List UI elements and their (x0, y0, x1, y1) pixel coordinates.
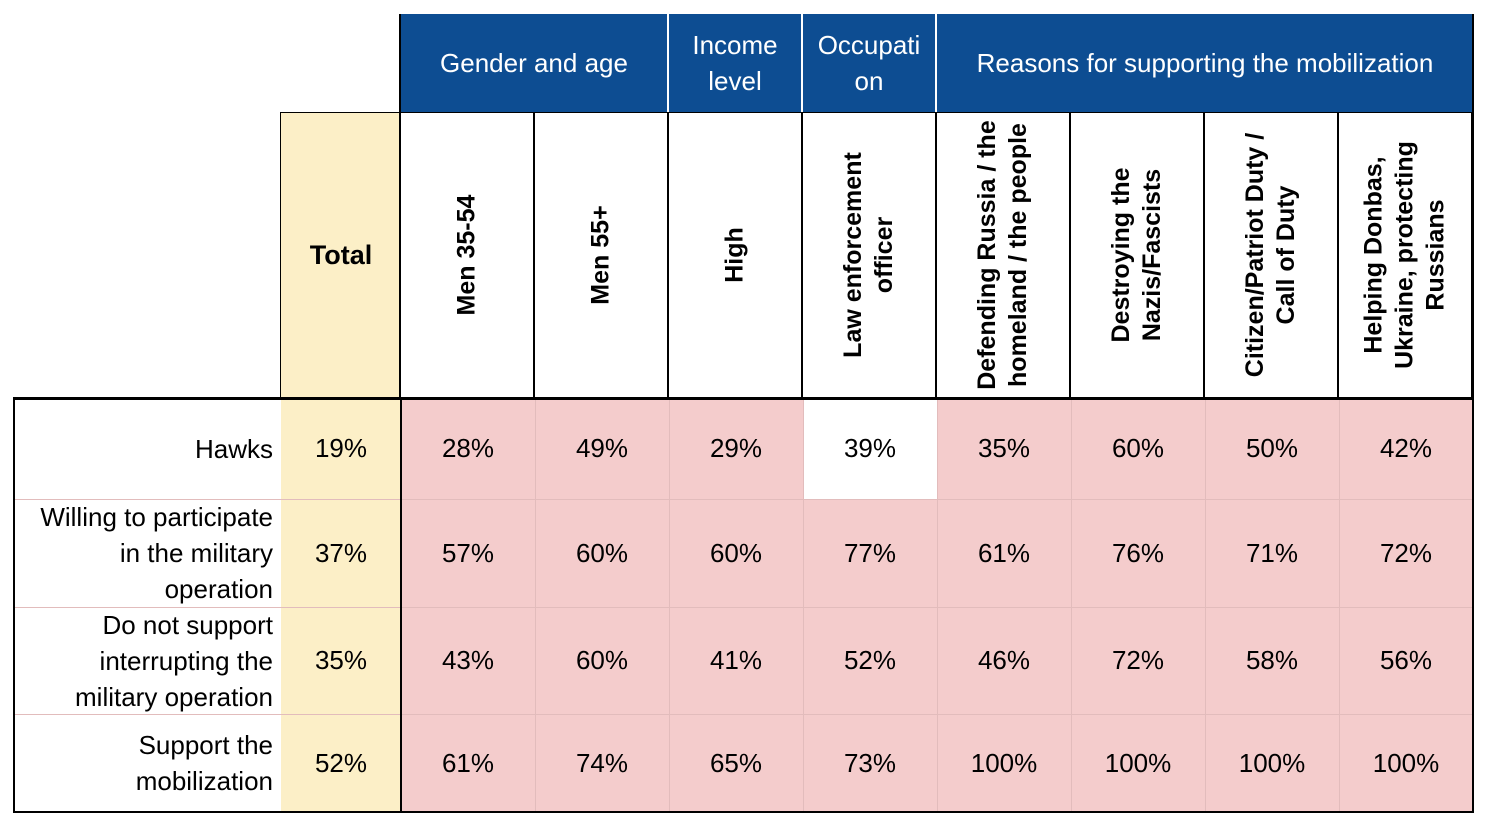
value-cell: 29% (669, 398, 803, 499)
column-header: Helping Donbas, Ukraine, protecting Russ… (1339, 112, 1473, 398)
row-label: Support the mobilization (135, 730, 273, 796)
total-column-background (281, 112, 401, 812)
value-cell: 28% (401, 398, 535, 499)
value-cell: 58% (1205, 607, 1339, 714)
column-header-label: Citizen/Patriot Duty / Call of Duty (1241, 132, 1300, 378)
column-header: Defending Russia / the homeland / the pe… (937, 112, 1071, 398)
body-border-right (1472, 397, 1474, 812)
column-header: Citizen/Patriot Duty / Call of Duty (1205, 112, 1339, 398)
row-label: Willing to participate in the military o… (40, 502, 273, 604)
value-cell: 57% (401, 499, 535, 607)
group-header: Gender and age (401, 14, 669, 112)
value-cell: 61% (401, 714, 535, 812)
value-cell: 76% (1071, 499, 1205, 607)
value-cell: 61% (937, 499, 1071, 607)
body-border-top (13, 397, 1474, 400)
column-header: Destroying the Nazis/Fascists (1071, 112, 1205, 398)
total-cell: 52% (314, 747, 368, 778)
header-border-top (281, 112, 1473, 113)
value-cell: 100% (937, 714, 1071, 812)
column-header-label: Defending Russia / the homeland / the pe… (973, 120, 1032, 390)
column-header-label: Destroying the Nazis/Fascists (1107, 167, 1166, 343)
total-border-left (280, 112, 281, 398)
column-header-label: Men 35-54 (452, 194, 481, 316)
total-header: Total (309, 239, 373, 270)
value-cell: 46% (937, 607, 1071, 714)
body-border-left (13, 397, 15, 812)
column-header-label: High (720, 227, 749, 283)
column-header: Men 35-54 (401, 112, 535, 398)
column-divider (1339, 398, 1340, 812)
total-cell: 37% (314, 537, 368, 568)
header-border-left (399, 14, 401, 398)
column-header: High (669, 112, 803, 398)
total-cell: 19% (314, 433, 368, 463)
value-cell: 77% (803, 499, 937, 607)
column-divider (669, 398, 670, 812)
value-cell: 60% (535, 607, 669, 714)
row-divider (14, 714, 1473, 715)
column-divider (535, 398, 536, 812)
value-cell: 60% (669, 499, 803, 607)
column-divider (1071, 398, 1072, 812)
header-border-right (1472, 14, 1474, 398)
value-cell: 56% (1339, 607, 1473, 714)
value-cell: 74% (535, 714, 669, 812)
column-header-label: Law enforcement officer (839, 152, 898, 358)
column-divider (803, 398, 804, 812)
row-label: Do not support interrupting the military… (75, 609, 273, 712)
value-cell: 43% (401, 607, 535, 714)
value-cell: 50% (1205, 398, 1339, 499)
column-header-label: Helping Donbas, Ukraine, protecting Russ… (1359, 141, 1450, 369)
column-divider (937, 398, 938, 812)
value-cell: 49% (535, 398, 669, 499)
value-cell: 100% (1205, 714, 1339, 812)
row-divider (14, 499, 1473, 500)
value-cell: 42% (1339, 398, 1473, 499)
column-header: Men 55+ (535, 112, 669, 398)
group-header: Income level (669, 14, 803, 112)
value-cell: 72% (1071, 607, 1205, 714)
value-cell: 100% (1339, 714, 1473, 812)
value-cell: 60% (1071, 398, 1205, 499)
group-header: Occupati on (803, 14, 937, 112)
column-header-label: Men 55+ (586, 205, 615, 305)
group-header: Reasons for supporting the mobilization (937, 14, 1473, 112)
value-cell: 35% (937, 398, 1071, 499)
value-cell: 72% (1339, 499, 1473, 607)
column-divider (1205, 398, 1206, 812)
total-border-right (400, 398, 402, 812)
value-cell: 41% (669, 607, 803, 714)
row-label: Hawks (194, 433, 273, 464)
total-cell: 35% (314, 645, 368, 675)
value-cell: 39% (803, 398, 937, 499)
value-cell: 73% (803, 714, 937, 812)
body-border-bottom (13, 811, 1474, 813)
value-cell: 100% (1071, 714, 1205, 812)
value-cell: 65% (669, 714, 803, 812)
value-cell: 52% (803, 607, 937, 714)
value-cell: 71% (1205, 499, 1339, 607)
column-header: Law enforcement officer (803, 112, 937, 398)
row-divider (14, 607, 1473, 608)
value-cell: 60% (535, 499, 669, 607)
